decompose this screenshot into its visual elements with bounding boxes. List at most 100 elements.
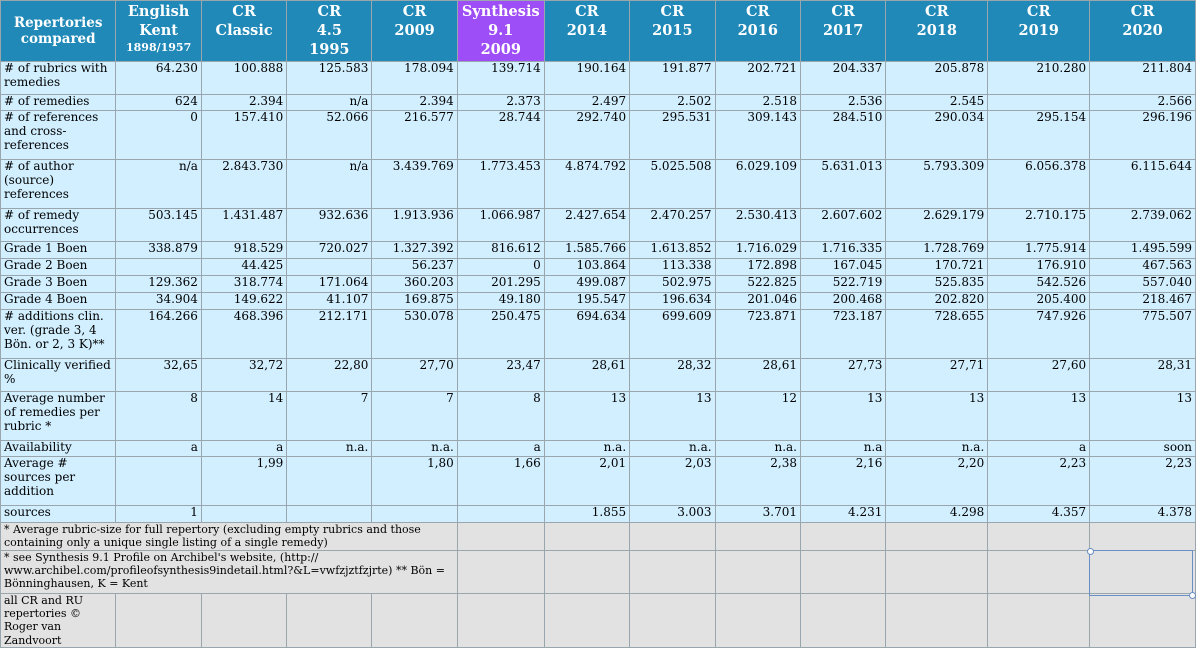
table-cell[interactable]: n.a.: [885, 440, 989, 457]
table-cell[interactable]: 13: [885, 391, 989, 441]
table-cell[interactable]: 4.874.792: [543, 159, 631, 209]
resize-handle-bottom-right[interactable]: [1189, 592, 1196, 599]
table-cell[interactable]: 2,03: [629, 456, 716, 506]
table-cell[interactable]: [371, 505, 458, 523]
table-cell[interactable]: 1.716.335: [799, 241, 887, 259]
table-cell[interactable]: 113.338: [629, 258, 716, 276]
row-label[interactable]: Clinically verified %: [0, 358, 117, 392]
table-cell[interactable]: 2.566: [1089, 94, 1196, 111]
table-cell[interactable]: 13: [987, 391, 1091, 441]
table-cell[interactable]: 4.231: [799, 505, 887, 523]
table-cell[interactable]: n.a.: [714, 440, 801, 457]
table-cell[interactable]: 125.583: [286, 61, 373, 95]
table-cell[interactable]: 23,47: [456, 358, 545, 392]
table-cell[interactable]: 167.045: [799, 258, 887, 276]
table-cell[interactable]: 530.078: [371, 309, 458, 359]
table-cell[interactable]: 747.926: [987, 309, 1091, 359]
table-cell[interactable]: 499.087: [543, 275, 631, 293]
table-cell[interactable]: 169.875: [371, 292, 458, 310]
empty-cell[interactable]: [714, 593, 801, 648]
empty-cell[interactable]: [456, 522, 545, 551]
table-cell[interactable]: 699.609: [629, 309, 716, 359]
table-cell[interactable]: 13: [629, 391, 716, 441]
table-cell[interactable]: 1.431.487: [200, 208, 288, 242]
table-cell[interactable]: 1.913.936: [371, 208, 458, 242]
table-cell[interactable]: 1.495.599: [1089, 241, 1196, 259]
table-cell[interactable]: 624: [115, 94, 202, 111]
empty-cell[interactable]: [1089, 522, 1196, 551]
table-cell[interactable]: 2.373: [456, 94, 545, 111]
table-cell[interactable]: 27,70: [371, 358, 458, 392]
empty-cell[interactable]: [987, 550, 1091, 594]
table-cell[interactable]: a: [987, 440, 1091, 457]
table-cell[interactable]: 468.396: [200, 309, 288, 359]
table-cell[interactable]: 6.115.644: [1089, 159, 1196, 209]
empty-cell[interactable]: [799, 522, 887, 551]
table-cell[interactable]: 13: [543, 391, 631, 441]
table-cell[interactable]: 56.237: [371, 258, 458, 276]
table-cell[interactable]: 694.634: [543, 309, 631, 359]
table-cell[interactable]: 27,60: [987, 358, 1091, 392]
table-cell[interactable]: 1.773.453: [456, 159, 545, 209]
table-cell[interactable]: 932.636: [286, 208, 373, 242]
table-cell[interactable]: 2.497: [543, 94, 631, 111]
table-cell[interactable]: 309.143: [714, 110, 801, 160]
table-cell[interactable]: 200.468: [799, 292, 887, 310]
footnote[interactable]: * Average rubric-size for full repertory…: [0, 522, 458, 551]
table-cell[interactable]: 723.187: [799, 309, 887, 359]
table-cell[interactable]: 28,61: [714, 358, 801, 392]
table-cell[interactable]: 3.003: [629, 505, 716, 523]
table-cell[interactable]: 290.034: [885, 110, 989, 160]
table-cell[interactable]: 191.877: [629, 61, 716, 95]
table-cell[interactable]: n.a.: [286, 440, 373, 457]
table-cell[interactable]: 32,65: [115, 358, 202, 392]
table-cell[interactable]: 3.439.769: [371, 159, 458, 209]
table-cell[interactable]: [286, 456, 373, 506]
row-label[interactable]: Average # sources per addition: [0, 456, 117, 506]
table-cell[interactable]: 728.655: [885, 309, 989, 359]
table-cell[interactable]: 1.327.392: [371, 241, 458, 259]
table-cell[interactable]: 7: [371, 391, 458, 441]
table-cell[interactable]: 2.394: [371, 94, 458, 111]
empty-cell[interactable]: [1089, 593, 1196, 648]
table-cell[interactable]: [286, 505, 373, 523]
column-header[interactable]: CR 2014: [543, 0, 631, 62]
table-cell[interactable]: 176.910: [987, 258, 1091, 276]
table-cell[interactable]: 360.203: [371, 275, 458, 293]
empty-cell[interactable]: [115, 593, 202, 648]
table-cell[interactable]: 2,20: [885, 456, 989, 506]
table-cell[interactable]: 284.510: [799, 110, 887, 160]
table-cell[interactable]: 2.607.602: [799, 208, 887, 242]
table-cell[interactable]: 2.545: [885, 94, 989, 111]
table-cell[interactable]: 8: [456, 391, 545, 441]
column-header[interactable]: Synthesis 9.1 2009: [456, 0, 545, 62]
table-cell[interactable]: 2.470.257: [629, 208, 716, 242]
table-cell[interactable]: 202.820: [885, 292, 989, 310]
empty-cell[interactable]: [456, 550, 545, 594]
table-cell[interactable]: 295.154: [987, 110, 1091, 160]
table-cell[interactable]: 12: [714, 391, 801, 441]
table-cell[interactable]: 44.425: [200, 258, 288, 276]
empty-cell[interactable]: [799, 550, 887, 594]
row-label[interactable]: Grade 4 Boen: [0, 292, 117, 310]
empty-cell[interactable]: [799, 593, 887, 648]
table-cell[interactable]: 49.180: [456, 292, 545, 310]
table-cell[interactable]: 250.475: [456, 309, 545, 359]
table-cell[interactable]: 27,73: [799, 358, 887, 392]
empty-cell[interactable]: [629, 593, 716, 648]
table-cell[interactable]: 14: [200, 391, 288, 441]
table-cell[interactable]: 28,31: [1089, 358, 1196, 392]
table-cell[interactable]: 218.467: [1089, 292, 1196, 310]
table-cell[interactable]: 212.171: [286, 309, 373, 359]
table-cell[interactable]: 129.362: [115, 275, 202, 293]
table-cell[interactable]: 34.904: [115, 292, 202, 310]
empty-cell[interactable]: [286, 593, 373, 648]
column-header[interactable]: CR 2016: [714, 0, 801, 62]
table-cell[interactable]: 8: [115, 391, 202, 441]
column-header[interactable]: CR 2019: [987, 0, 1091, 62]
table-cell[interactable]: 164.266: [115, 309, 202, 359]
table-cell[interactable]: [200, 505, 288, 523]
empty-cell[interactable]: [885, 593, 989, 648]
table-cell[interactable]: 195.547: [543, 292, 631, 310]
selection-box[interactable]: [1087, 548, 1196, 599]
